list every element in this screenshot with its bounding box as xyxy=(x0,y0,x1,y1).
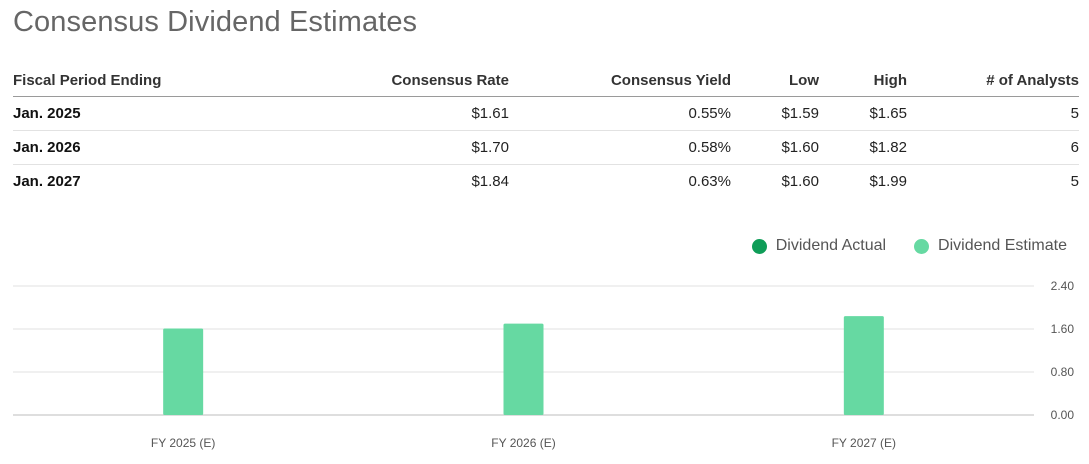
table-row: Jan. 2026 $1.70 0.58% $1.60 $1.82 6 xyxy=(13,130,1079,165)
cell-high: $1.65 xyxy=(819,96,907,131)
cell-num-analysts: 5 xyxy=(907,96,1079,131)
header-consensus-rate[interactable]: Consensus Rate xyxy=(199,64,509,97)
legend-item-dividend-actual[interactable]: Dividend Actual xyxy=(751,237,887,255)
bar-dividend-estimate[interactable] xyxy=(503,323,544,415)
cell-fiscal-period: Jan. 2026 xyxy=(13,130,199,165)
dividend-estimates-table: Fiscal Period Ending Consensus Rate Cons… xyxy=(13,64,1079,198)
cell-consensus-yield: 0.63% xyxy=(688,173,731,190)
x-tick-label: FY 2027 (E) xyxy=(832,436,896,450)
cell-fiscal-period: Jan. 2025 xyxy=(13,96,199,131)
bar-dividend-estimate[interactable] xyxy=(163,328,204,415)
table-header-row: Fiscal Period Ending Consensus Rate Cons… xyxy=(13,64,1079,97)
x-tick-label: FY 2025 (E) xyxy=(151,436,215,450)
header-high[interactable]: High xyxy=(819,64,907,97)
cell-low: $1.60 xyxy=(731,130,819,165)
dividend-bar-chart: FY 2025 (E) FY 2026 (E) FY 2027 (E) 0.00 0.… xyxy=(13,279,1075,450)
header-low[interactable]: Low xyxy=(731,64,819,97)
legend-swatch-actual xyxy=(751,238,767,254)
cell-consensus-yield: 0.55% xyxy=(509,96,731,131)
header-consensus-yield[interactable]: Consensus Yield xyxy=(509,64,731,97)
header-fiscal-period[interactable]: Fiscal Period Ending xyxy=(13,64,199,97)
table-row: Jan. 2025 $1.61 0.55% $1.59 $1.65 5 xyxy=(13,96,1079,131)
chart-legend: Dividend Actual Dividend Estimate xyxy=(724,237,1067,255)
cell-consensus-yield: 0.58% xyxy=(509,130,731,165)
cell-consensus-rate: $1.61 xyxy=(199,96,509,131)
legend-label-estimate: Dividend Estimate xyxy=(938,237,1067,254)
y-tick-label: 0.80 xyxy=(1051,365,1075,379)
legend-label-actual: Dividend Actual xyxy=(775,237,887,254)
legend-item-dividend-estimate[interactable]: Dividend Estimate xyxy=(914,237,1067,255)
cell-consensus-rate: $1.70 xyxy=(199,130,509,165)
cell-num-analysts: 5 xyxy=(1070,173,1079,190)
y-tick-label: 1.60 xyxy=(1051,322,1075,336)
page-title: Consensus Dividend Estimates xyxy=(13,6,418,38)
cell-low: $1.60 xyxy=(781,173,819,190)
bar-dividend-estimate[interactable] xyxy=(843,316,884,415)
cell-consensus-rate: $1.84 xyxy=(471,173,509,190)
y-tick-label: 2.40 xyxy=(1051,279,1075,293)
legend-swatch-estimate xyxy=(914,238,930,254)
cell-num-analysts: 6 xyxy=(907,130,1079,165)
table-row: Jan. 2027 $1.84 0.63% $1.60 $1.99 5 xyxy=(13,165,1079,199)
cell-high: $1.82 xyxy=(819,130,907,165)
header-num-analysts[interactable]: # of Analysts xyxy=(907,64,1079,97)
x-tick-label: FY 2026 (E) xyxy=(491,436,555,450)
cell-fiscal-period: Jan. 2027 xyxy=(13,173,81,190)
cell-low: $1.59 xyxy=(731,96,819,131)
cell-high: $1.99 xyxy=(869,173,907,190)
y-tick-label: 0.00 xyxy=(1051,408,1075,422)
